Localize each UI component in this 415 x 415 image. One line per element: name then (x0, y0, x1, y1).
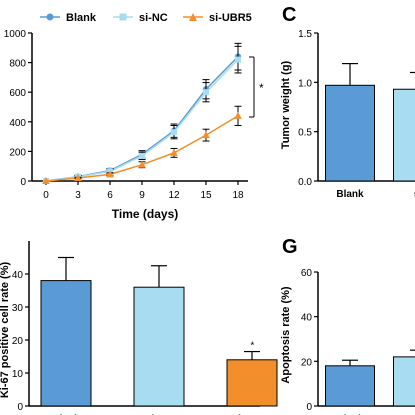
tumor-weight-chart: 0.0 0.5 1.0 1.5 Blank si Tumor weight (g) (280, 29, 415, 200)
growth-point-si-ubr5 (170, 148, 178, 156)
tumor-weight-bars: Blank si (325, 62, 415, 200)
tumor-weight-category-label: si (414, 189, 415, 200)
apoptosis-y-tick-label: 0 (306, 402, 312, 413)
legend-label-blank: Blank (66, 12, 97, 24)
growth-significance-star: * (259, 81, 264, 95)
growth-line-si-ubr5 (45, 115, 239, 182)
apoptosis-y-axis-title: Apoptosis rate (%) (280, 286, 292, 384)
growth-series (42, 42, 242, 185)
growth-x-tick-label: 0 (43, 190, 49, 201)
growth-point-si-ubr5 (42, 177, 50, 184)
apoptosis-y-tick-label: 40 (301, 313, 313, 324)
tumor-weight-bar-si (393, 88, 415, 182)
growth-legend: Blank si-NC si-UBR5 (40, 12, 252, 24)
growth-y-tick-label: 200 (9, 147, 26, 158)
ki67-y-axis-title: Ki-67 positive cell rate (%) (0, 262, 11, 399)
legend-item-blank: Blank (40, 12, 97, 24)
growth-y-tick-label: 1000 (4, 29, 27, 40)
growth-point-si-ubr5 (74, 174, 82, 182)
ki67-bar-si-ubr5 (226, 359, 278, 407)
panel-letter-c: C (282, 4, 296, 26)
growth-point-si-ubr5 (234, 111, 242, 119)
legend-label-si-ubr5: si-UBR5 (209, 12, 252, 24)
growth-x-axis-title: Time (days) (112, 207, 178, 221)
ki67-bar-si-nc (133, 286, 185, 407)
ki67-significance-star: * (250, 341, 255, 352)
ki67-y-tick-label: 0 (17, 402, 23, 413)
tumor-weight-y-tick-label: 1.5 (298, 29, 312, 40)
growth-y-tick-label: 0 (20, 177, 26, 188)
growth-axes: 0 200 400 600 800 1000 0 3 6 9 12 15 18 (4, 29, 248, 201)
tumor-weight-y-tick-label: 1.0 (298, 78, 312, 89)
legend-item-si-ubr5: si-UBR5 (183, 12, 252, 24)
growth-significance-bracket: * (249, 56, 264, 118)
growth-point-si-nc (235, 56, 241, 63)
legend-label-si-nc: si-NC (139, 12, 168, 24)
growth-point-si-ubr5 (106, 170, 114, 178)
growth-x-tick-label: 3 (75, 190, 81, 201)
ki67-y-tick-label: 20 (12, 336, 24, 347)
growth-point-si-nc (171, 129, 177, 136)
apoptosis-y-tick-label: 20 (301, 357, 313, 368)
growth-x-tick-label: 18 (232, 190, 244, 201)
growth-point-si-ubr5 (138, 160, 146, 168)
growth-y-tick-label: 600 (9, 88, 26, 99)
ki67-y-tick-label: 10 (12, 369, 24, 380)
apoptosis-y-tick-label: 60 (301, 268, 313, 279)
tumor-weight-y-tick-label: 0.5 (298, 128, 312, 139)
ki67-bar-blank (40, 280, 92, 407)
tumor-weight-y-axis-title: Tumor weight (g) (280, 60, 292, 149)
growth-y-tick-label: 800 (9, 59, 26, 70)
growth-x-tick-label: 12 (168, 190, 180, 201)
tumor-weight-category-label: Blank (336, 189, 364, 200)
growth-y-tick-label: 400 (9, 118, 26, 129)
apoptosis-bar-si (393, 356, 415, 407)
tumor-weight-bar-blank (325, 84, 375, 182)
ki67-y-tick-label: 30 (12, 303, 24, 314)
legend-item-si-nc: si-NC (113, 12, 168, 24)
growth-x-tick-label: 6 (107, 190, 113, 201)
growth-point-si-nc (139, 152, 145, 159)
apoptosis-bar-blank (325, 365, 375, 407)
growth-x-tick-label: 9 (139, 190, 145, 201)
tumor-weight-y-tick-label: 0.0 (298, 177, 312, 188)
growth-point-si-ubr5 (202, 131, 210, 139)
panel-letter-g: G (282, 236, 298, 258)
ki67-y-tick-label: 40 (12, 270, 24, 281)
growth-chart: Blank si-NC si-UBR5 0 200 400 600 800 1000 0 3 6… (4, 12, 264, 221)
growth-point-si-nc (203, 89, 209, 96)
growth-x-tick-label: 15 (200, 190, 212, 201)
